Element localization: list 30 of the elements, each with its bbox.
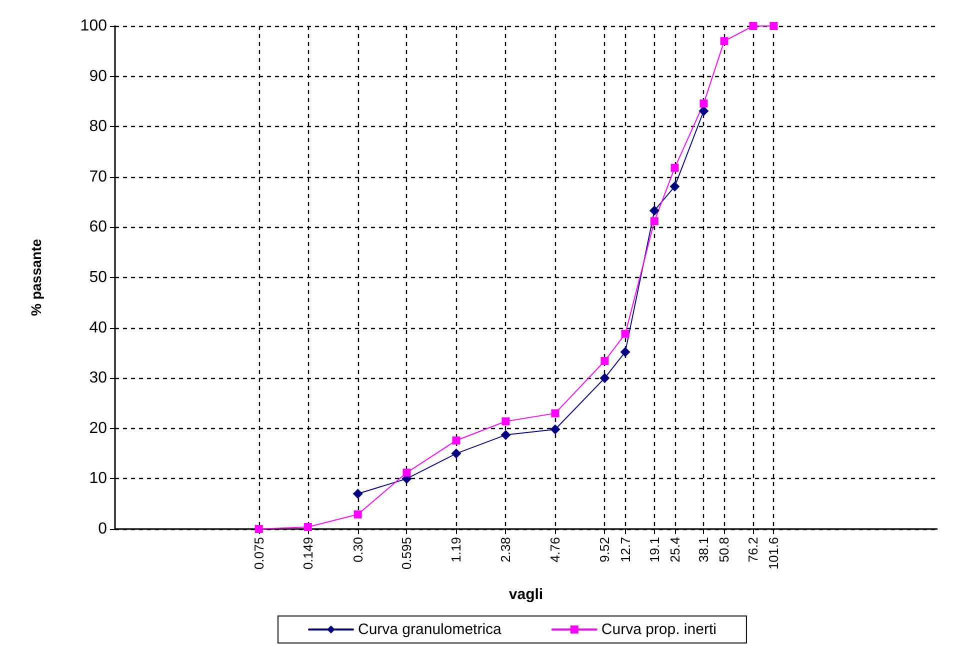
x-axis-title: vagli [508, 586, 544, 603]
x-tick-label: 0.149 [300, 537, 316, 570]
legend-label: Curva granulometrica [358, 621, 502, 638]
x-tick-label: 50.8 [716, 537, 732, 562]
x-tick-label: 101.6 [766, 537, 782, 570]
y-tick-label: 0 [98, 520, 108, 538]
y-tick-label: 50 [89, 269, 108, 286]
x-tick-label: 2.38 [498, 537, 514, 562]
y-tick-label: 10 [89, 470, 108, 488]
y-tick-label: 40 [89, 319, 108, 336]
x-tick-label: 76.2 [746, 537, 761, 562]
x-tick-label: 25.4 [667, 537, 682, 562]
x-tick-label: 0.595 [399, 537, 414, 570]
x-tick-label: 19.1 [646, 537, 662, 562]
y-tick-label: 20 [89, 420, 108, 437]
x-tick-label: 0.075 [251, 537, 266, 570]
x-tick-label: 38.1 [696, 537, 712, 562]
y-tick-label: 70 [89, 168, 108, 186]
y-tick-label: 30 [89, 370, 108, 387]
x-tick-label: 4.76 [548, 537, 563, 562]
y-tick-label: 60 [89, 218, 108, 236]
x-tick-label: 9.52 [597, 537, 612, 562]
y-tick-label: 80 [89, 118, 108, 136]
x-tick-label: 1.19 [448, 537, 464, 562]
x-tick-label: 0.30 [350, 537, 366, 562]
y-axis-title: % passante [28, 238, 44, 316]
legend-label: Curva prop. inerti [601, 621, 716, 638]
x-tick-label: 12.7 [618, 537, 633, 562]
y-tick-label: 100 [80, 18, 108, 34]
y-tick-label: 90 [89, 68, 108, 85]
